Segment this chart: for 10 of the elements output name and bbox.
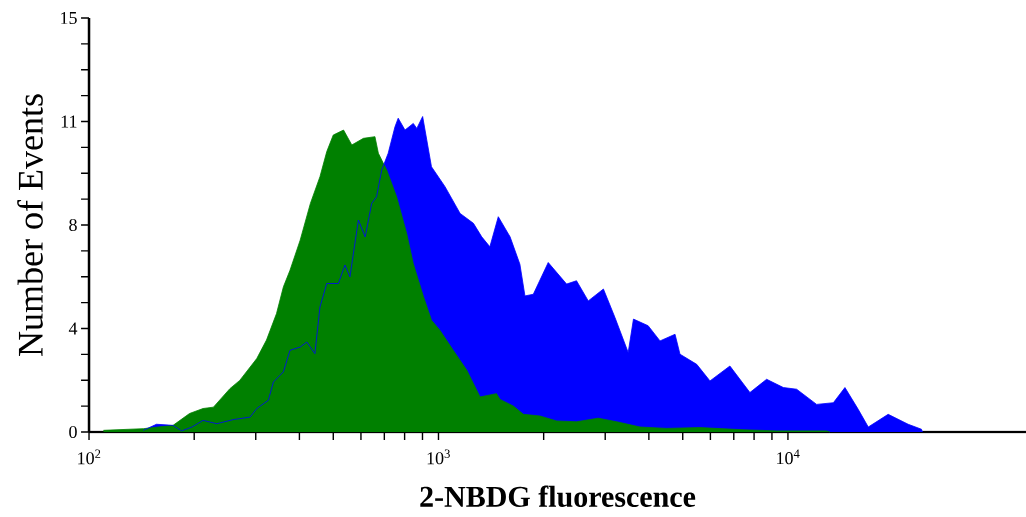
x-tick-label: 10$^{4}$: [777, 449, 800, 465]
y-tick-label: 11: [61, 115, 77, 128]
x-tick-label: 10$^{2}$: [78, 449, 101, 465]
y-tick-label: 15: [61, 11, 77, 25]
y-tick-label: 4: [68, 322, 78, 335]
y-axis-title: Number of Events: [17, 94, 43, 356]
x-axis-title: 2-NBDG fluorescence: [420, 485, 696, 507]
x-tick-label: 10$^{3}$: [427, 449, 450, 465]
y-tick-label: 0: [69, 425, 77, 439]
y-tick-label: 8: [69, 218, 77, 232]
